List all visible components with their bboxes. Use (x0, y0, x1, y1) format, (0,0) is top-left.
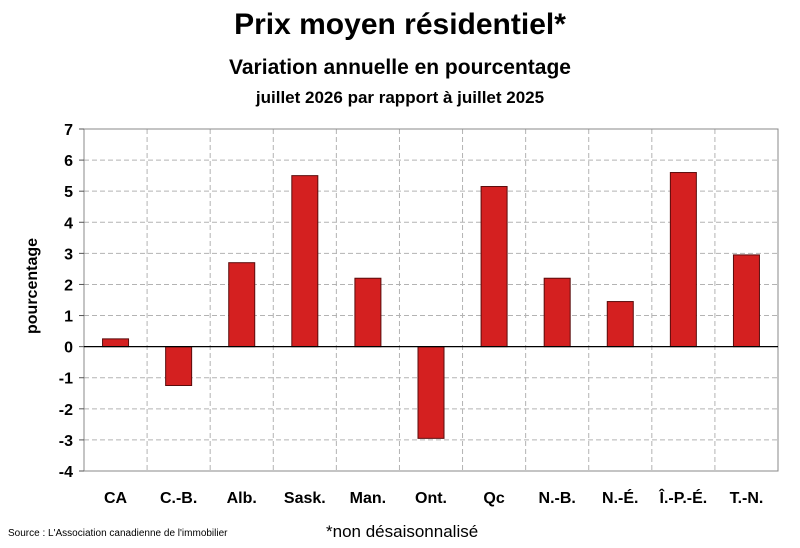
x-tick-label: Man. (350, 490, 386, 507)
x-tick-label: Qc (483, 490, 504, 507)
y-tick-label: 1 (64, 309, 73, 326)
bar-Ont. (417, 346, 445, 439)
x-tick-label: N.-B. (539, 490, 576, 507)
bar-Man. (354, 277, 382, 348)
y-tick-label: 4 (64, 215, 73, 232)
x-tick-label: T.-N. (730, 490, 764, 507)
y-tick-label: -1 (59, 371, 73, 388)
source-note: Source : L'Association canadienne de l'i… (8, 528, 228, 539)
x-tick-labels: CA C.-B. Alb. Sask. Man. Ont. Qc N.-B. N.-É. Î.-P… (104, 488, 763, 507)
y-tick-label: -2 (59, 402, 73, 419)
y-axis-label: pourcentage (24, 238, 41, 334)
y-tick-label: 7 (64, 122, 73, 139)
y-tick-labels: -4 -3 -2 -1 0 1 2 3 4 5 6 7 (59, 122, 73, 481)
y-tick-label: 0 (64, 340, 73, 357)
y-tick-label: 3 (64, 246, 73, 263)
bar-CA (102, 338, 130, 348)
chart-period: juillet 2026 par rapport à juillet 2025 (255, 88, 545, 107)
x-tick-label: Alb. (227, 490, 257, 507)
bar-C.-B. (165, 346, 193, 386)
y-tick-label: 6 (64, 153, 73, 170)
plot-frame (83, 128, 779, 472)
bar-Sask. (291, 175, 319, 348)
y-tick-label: 2 (64, 277, 73, 294)
x-tick-label: CA (104, 490, 128, 507)
bars (102, 172, 760, 439)
x-tick-label: Ont. (415, 490, 447, 507)
x-tick-label: Sask. (284, 490, 326, 507)
grid (84, 128, 778, 472)
bar-N.-É. (606, 301, 634, 348)
x-tick-label: Î.-P.-É. (659, 488, 708, 507)
bar-Î.-P.-É. (669, 172, 697, 348)
x-tick-label: C.-B. (160, 490, 197, 507)
axes (79, 128, 779, 472)
chart-subtitle: Variation annuelle en pourcentage (229, 56, 571, 79)
bar-N.-B. (543, 277, 571, 348)
bar-Alb. (228, 262, 256, 348)
y-tick-label: -3 (59, 433, 73, 450)
x-tick-label: N.-É. (602, 488, 638, 507)
y-tick-label: 5 (64, 184, 73, 201)
bar-Qc (480, 186, 508, 348)
y-tick-label: -4 (59, 464, 73, 481)
footnote: *non désaisonnalisé (326, 522, 479, 541)
bar-T.-N. (732, 254, 760, 348)
chart-title: Prix moyen résidentiel* (234, 8, 566, 41)
